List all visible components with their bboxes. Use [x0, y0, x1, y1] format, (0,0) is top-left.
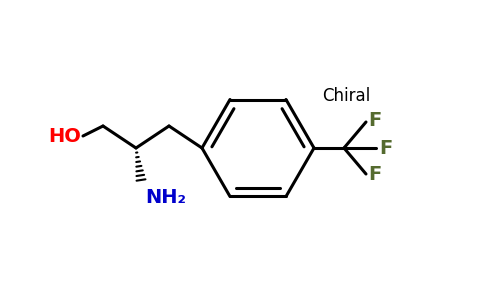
- Text: NH₂: NH₂: [145, 188, 186, 207]
- Text: F: F: [379, 139, 392, 158]
- Text: Chiral: Chiral: [322, 87, 370, 105]
- Text: HO: HO: [48, 127, 81, 146]
- Text: F: F: [368, 166, 381, 184]
- Text: F: F: [368, 112, 381, 130]
